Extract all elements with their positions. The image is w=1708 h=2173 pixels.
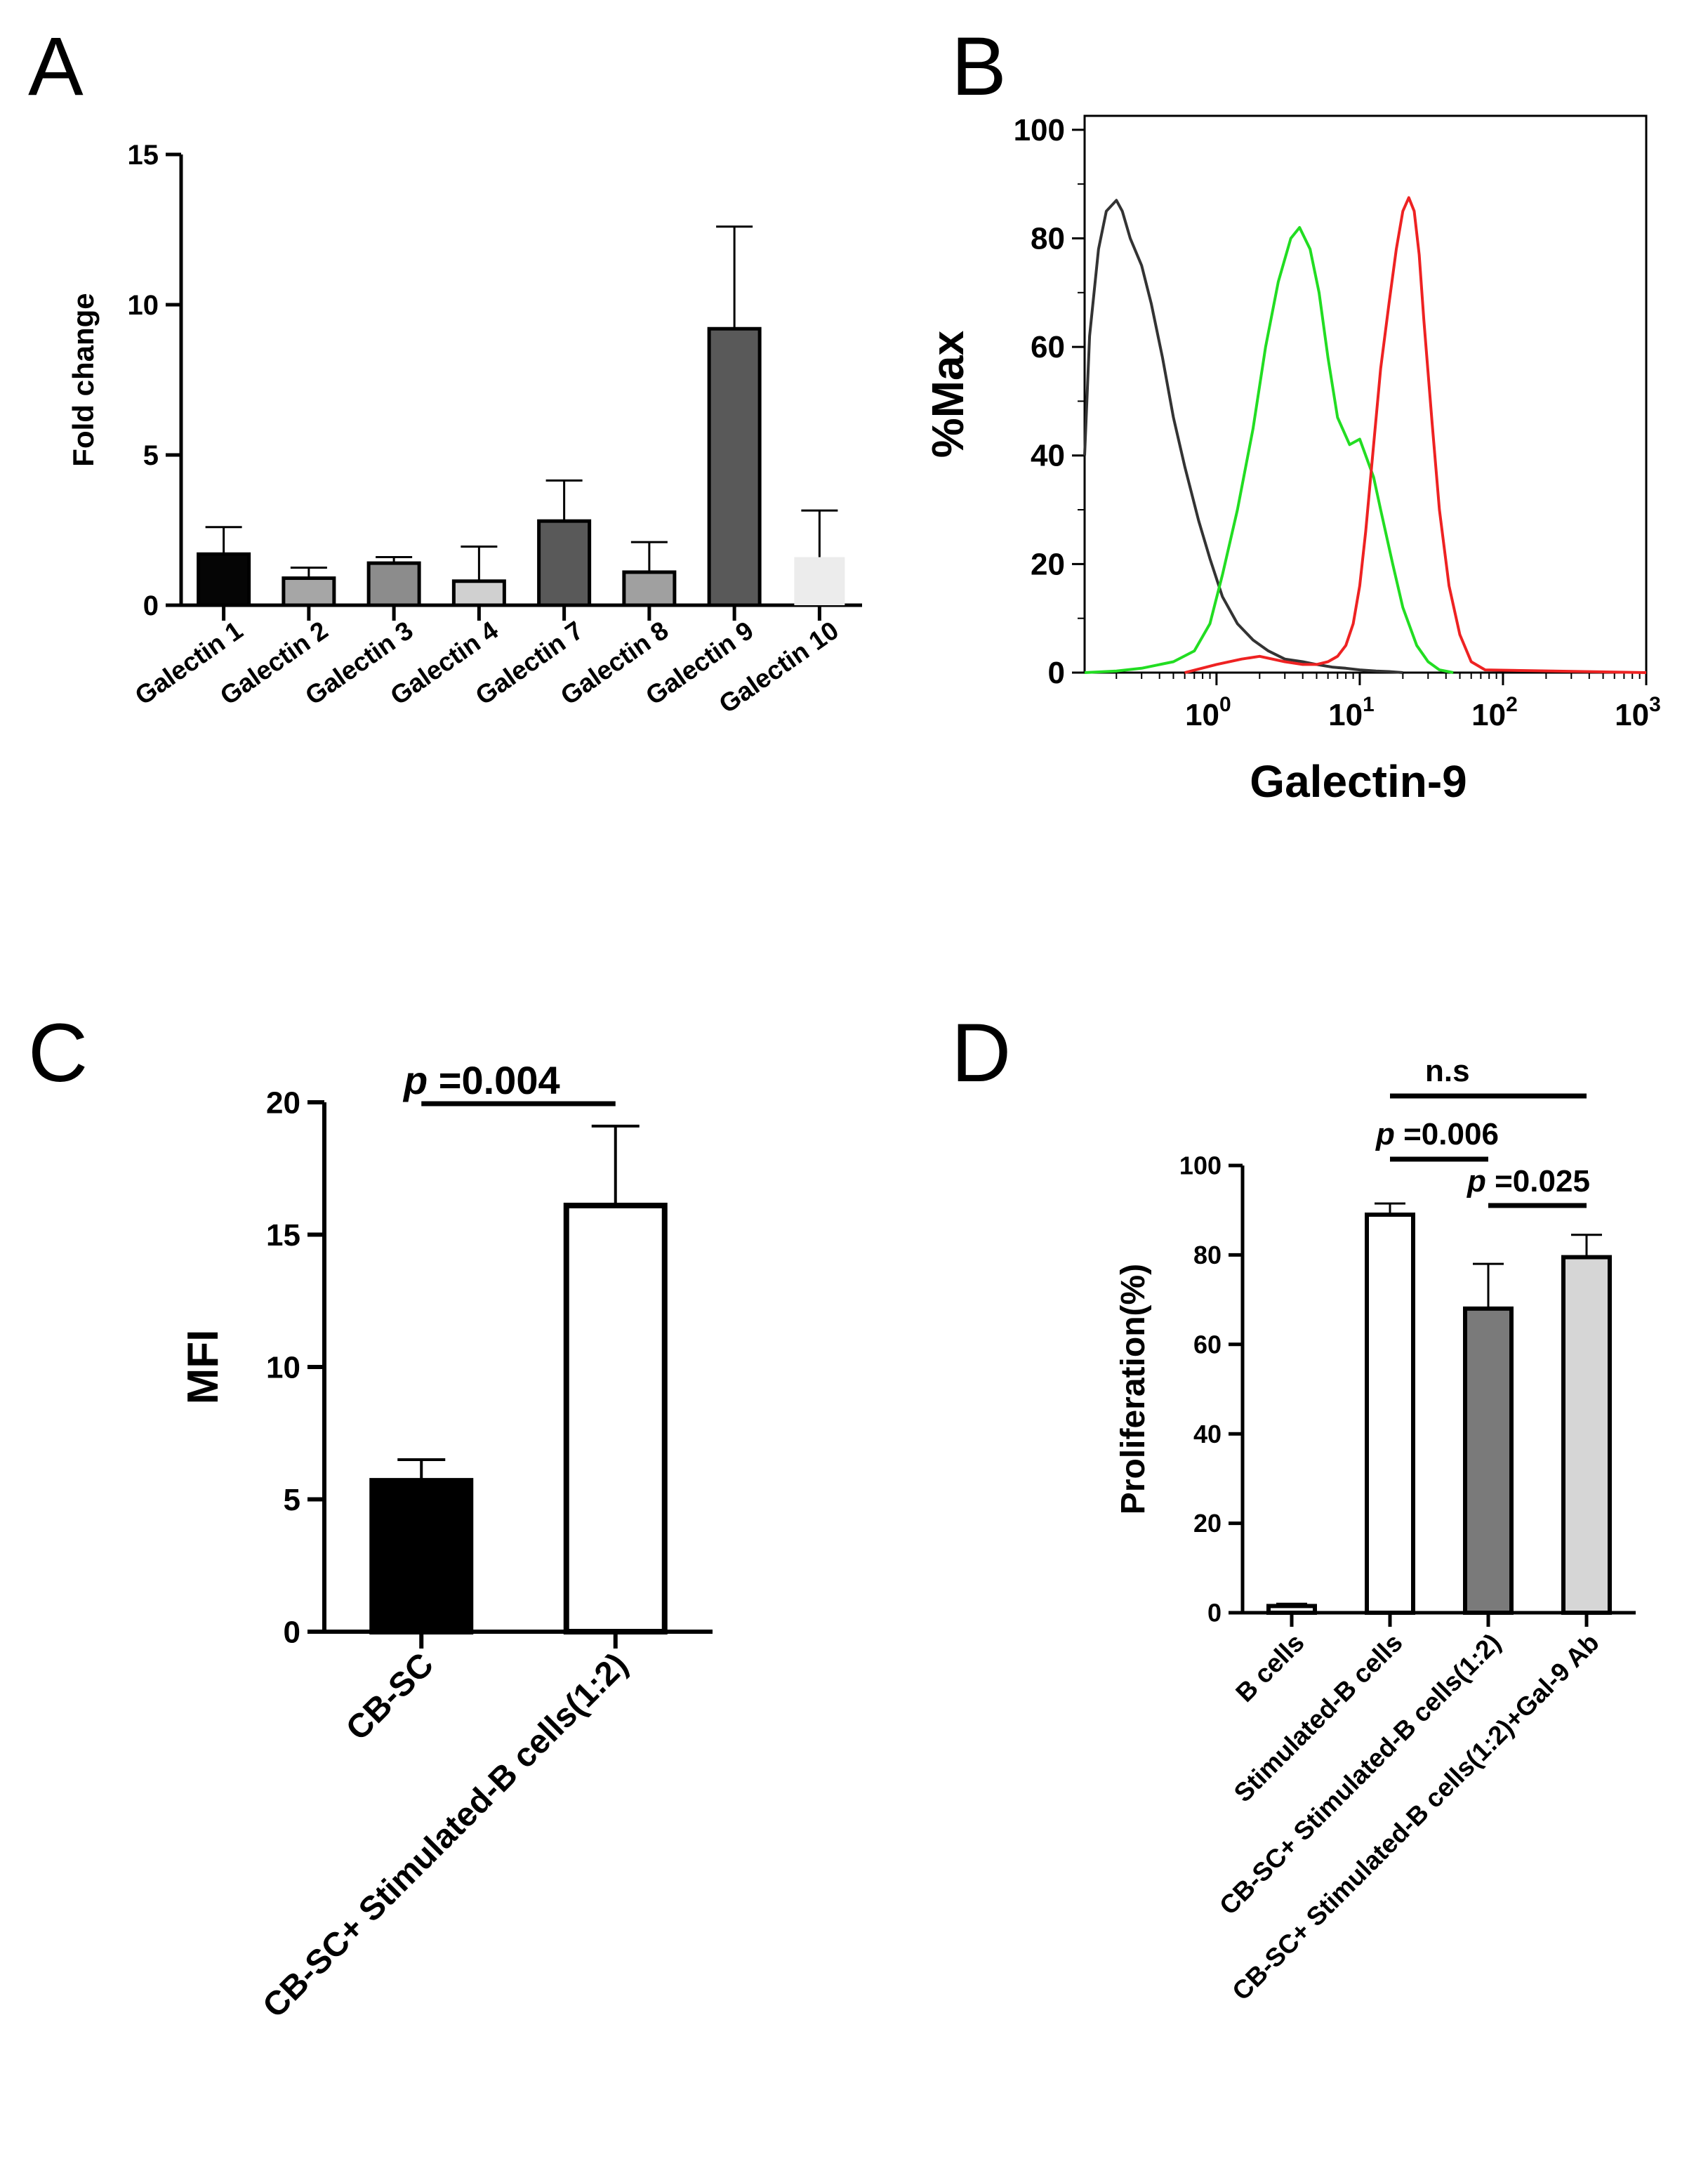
tick-exponent: 0 [1219, 693, 1231, 716]
bar [1463, 1306, 1514, 1615]
y-tick-label: 100 [1014, 113, 1065, 147]
tick-base: 10 [1328, 698, 1363, 732]
x-tick-label: B cells [1230, 1628, 1309, 1708]
y-tick-label: 0 [143, 590, 159, 621]
y-axis-label: Fold change [67, 293, 100, 466]
y-axis-label: MFI [179, 1330, 227, 1405]
bar [1365, 1213, 1415, 1615]
p-symbol: p [1375, 1117, 1395, 1151]
y-tick-label: 10 [128, 290, 159, 321]
x-tick-label: 100 [1185, 693, 1231, 732]
y-tick-label: 15 [128, 140, 159, 171]
y-tick-label: 60 [1193, 1330, 1222, 1359]
x-tick-label: 101 [1328, 693, 1375, 732]
series-line-black [1083, 199, 1403, 674]
x-tick-label: 103 [1615, 693, 1661, 732]
bar [1561, 1255, 1612, 1615]
significance-label: n.s [1425, 1054, 1470, 1088]
p-value: =0.025 [1486, 1164, 1590, 1198]
y-tick-label: 5 [284, 1483, 300, 1517]
tick-base: 10 [1615, 698, 1649, 732]
panel-label-b: B [951, 20, 1007, 113]
bar [537, 519, 592, 607]
p-symbol: p [402, 1058, 428, 1102]
series-line-red [1184, 196, 1647, 674]
bar [369, 1478, 474, 1635]
y-tick-label: 10 [266, 1350, 300, 1385]
y-tick-label: 60 [1031, 330, 1065, 364]
y-tick-label: 80 [1193, 1241, 1222, 1269]
panel-label-a: A [28, 20, 84, 113]
y-tick-label: 80 [1031, 221, 1065, 256]
tick-exponent: 3 [1649, 693, 1661, 716]
tick-exponent: 1 [1363, 693, 1375, 716]
significance-label: p =0.004 [402, 1058, 560, 1102]
bar [282, 576, 336, 607]
y-tick-label: 15 [266, 1218, 300, 1253]
tick-base: 10 [1185, 698, 1219, 732]
x-tick-label: Stimulated-B cells [1229, 1628, 1408, 1808]
y-tick-label: 40 [1031, 439, 1065, 473]
significance-label: p =0.006 [1375, 1117, 1499, 1151]
y-tick-label: 20 [1031, 547, 1065, 581]
y-tick-label: 5 [143, 440, 159, 471]
bar [366, 561, 421, 607]
y-tick-label: 40 [1193, 1420, 1222, 1448]
p-value: n.s [1425, 1054, 1470, 1088]
y-axis-label: Proliferation(%) [1115, 1264, 1152, 1514]
y-tick-label: 0 [284, 1615, 300, 1649]
bar [563, 1203, 668, 1634]
x-tick-label: CB-SC [339, 1646, 441, 1748]
significance-label: p =0.025 [1467, 1164, 1590, 1198]
y-tick-label: 100 [1179, 1151, 1222, 1180]
p-symbol: p [1467, 1164, 1486, 1198]
y-tick-label: 0 [1207, 1599, 1222, 1627]
bar [451, 579, 506, 607]
p-value: =0.006 [1395, 1117, 1499, 1151]
y-axis-label: %Max [922, 330, 973, 458]
x-axis-label: Galectin-9 [1250, 756, 1467, 807]
tick-base: 10 [1471, 698, 1506, 732]
tick-exponent: 2 [1506, 693, 1518, 716]
panel-label-d: D [951, 1007, 1011, 1099]
y-tick-label: 20 [1193, 1509, 1222, 1538]
bar [622, 570, 677, 607]
y-tick-label: 0 [1048, 656, 1065, 690]
y-tick-label: 20 [266, 1085, 300, 1120]
p-value: =0.004 [428, 1058, 560, 1102]
plot-frame [1083, 114, 1648, 674]
series-line-green [1084, 226, 1454, 674]
panel-label-c: C [28, 1007, 88, 1099]
bar [197, 552, 251, 607]
bar [794, 557, 845, 605]
x-tick-label: CB-SC+ Stimulated-B cells(1:2) [256, 1646, 635, 2025]
x-tick-label: 102 [1471, 693, 1518, 732]
x-tick-label: CB-SC+ Stimulated-B cells(1:2)+Gal-9 Ab [1226, 1628, 1604, 2006]
bar [707, 326, 762, 607]
bar [1266, 1604, 1317, 1616]
